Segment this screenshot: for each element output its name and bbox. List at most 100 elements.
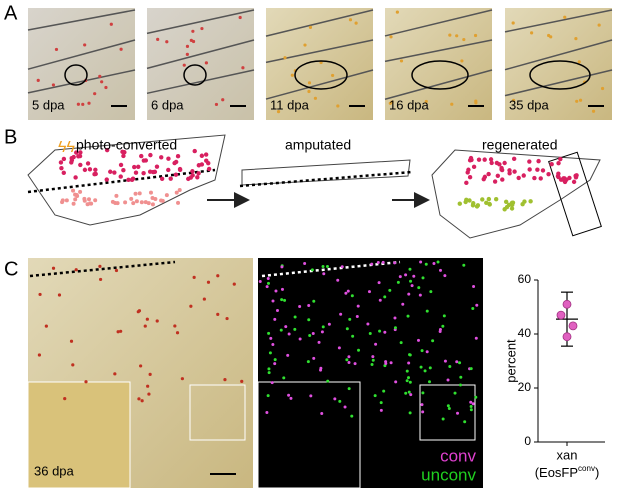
- cell: [82, 198, 87, 203]
- cell: [457, 201, 462, 206]
- cell: [511, 156, 517, 162]
- cell: [83, 43, 87, 47]
- cell: [527, 159, 532, 164]
- y-tick-label: 20: [518, 380, 532, 394]
- cell: [176, 200, 181, 205]
- fin-ray: [27, 69, 136, 94]
- cell: [148, 152, 153, 158]
- cell: [412, 274, 416, 278]
- cell: [140, 399, 144, 403]
- cell: [465, 170, 470, 175]
- cell: [141, 170, 146, 176]
- cell: [274, 289, 278, 293]
- cell: [238, 15, 242, 20]
- cell: [317, 340, 321, 344]
- cell: [266, 281, 270, 285]
- cell: [119, 329, 123, 333]
- cell: [293, 315, 297, 319]
- cell: [120, 149, 125, 155]
- cell: [383, 295, 387, 299]
- cell: [560, 177, 566, 182]
- cell: [556, 171, 561, 176]
- cell: [458, 361, 462, 365]
- cell: [462, 37, 466, 42]
- cell: [373, 394, 377, 398]
- cell: [74, 192, 79, 197]
- cell: [319, 366, 323, 370]
- cell: [108, 169, 113, 174]
- cell: [307, 318, 311, 322]
- cell: [395, 10, 399, 14]
- cell: [221, 98, 225, 102]
- cell: [196, 163, 202, 168]
- cell: [113, 200, 118, 205]
- cell: [325, 265, 329, 269]
- cell: [192, 148, 197, 154]
- cell: [399, 341, 403, 345]
- cell: [71, 188, 76, 193]
- cell: [146, 201, 151, 206]
- cell: [84, 380, 88, 384]
- cell: [321, 265, 325, 269]
- cell: [486, 171, 491, 177]
- cell: [185, 44, 190, 49]
- cell: [424, 99, 428, 104]
- cell: [282, 376, 286, 380]
- cell: [470, 203, 476, 208]
- cell: [493, 196, 499, 202]
- cell: [202, 297, 206, 301]
- cell: [139, 200, 144, 205]
- fin-ray: [504, 69, 613, 97]
- cell: [424, 262, 428, 266]
- cell: [394, 380, 398, 384]
- cell: [528, 199, 533, 204]
- cell: [216, 312, 220, 317]
- cell: [488, 157, 494, 162]
- cell: [265, 410, 269, 414]
- cell: [578, 98, 583, 102]
- cell: [146, 384, 150, 388]
- cell: [153, 196, 158, 201]
- cell: [378, 329, 382, 333]
- cell: [379, 408, 383, 412]
- cell: [346, 289, 350, 293]
- cell: [267, 367, 271, 371]
- cell: [63, 397, 67, 401]
- cell: [348, 18, 353, 22]
- cell: [206, 166, 212, 172]
- cell: [284, 325, 288, 329]
- panel-label: C: [4, 258, 18, 280]
- cell: [51, 266, 56, 270]
- cell: [190, 169, 195, 174]
- timepoint-label: 36 dpa: [34, 463, 75, 478]
- cell: [64, 198, 69, 203]
- cell: [180, 377, 184, 381]
- cell: [82, 167, 88, 173]
- fin-ray: [265, 69, 374, 100]
- cell: [147, 169, 153, 174]
- cell: [388, 288, 392, 292]
- cell: [191, 29, 195, 33]
- cell: [61, 170, 66, 176]
- cell: [343, 405, 347, 409]
- cell: [393, 316, 397, 320]
- fin-ray: [504, 9, 613, 33]
- cell: [597, 23, 601, 27]
- cell: [336, 278, 340, 282]
- cell: [306, 360, 310, 364]
- cell: [268, 351, 272, 355]
- cell: [287, 332, 291, 336]
- cell: [511, 98, 516, 102]
- cell: [164, 193, 169, 198]
- label-part: conv: [578, 464, 595, 473]
- cell: [308, 334, 312, 338]
- cell: [74, 268, 78, 272]
- cell: [469, 405, 473, 409]
- cell: [118, 162, 124, 168]
- cell: [309, 394, 313, 398]
- cell: [336, 104, 340, 108]
- cell: [357, 348, 361, 352]
- cell: [283, 56, 287, 60]
- cell: [558, 156, 563, 162]
- cell: [98, 74, 102, 78]
